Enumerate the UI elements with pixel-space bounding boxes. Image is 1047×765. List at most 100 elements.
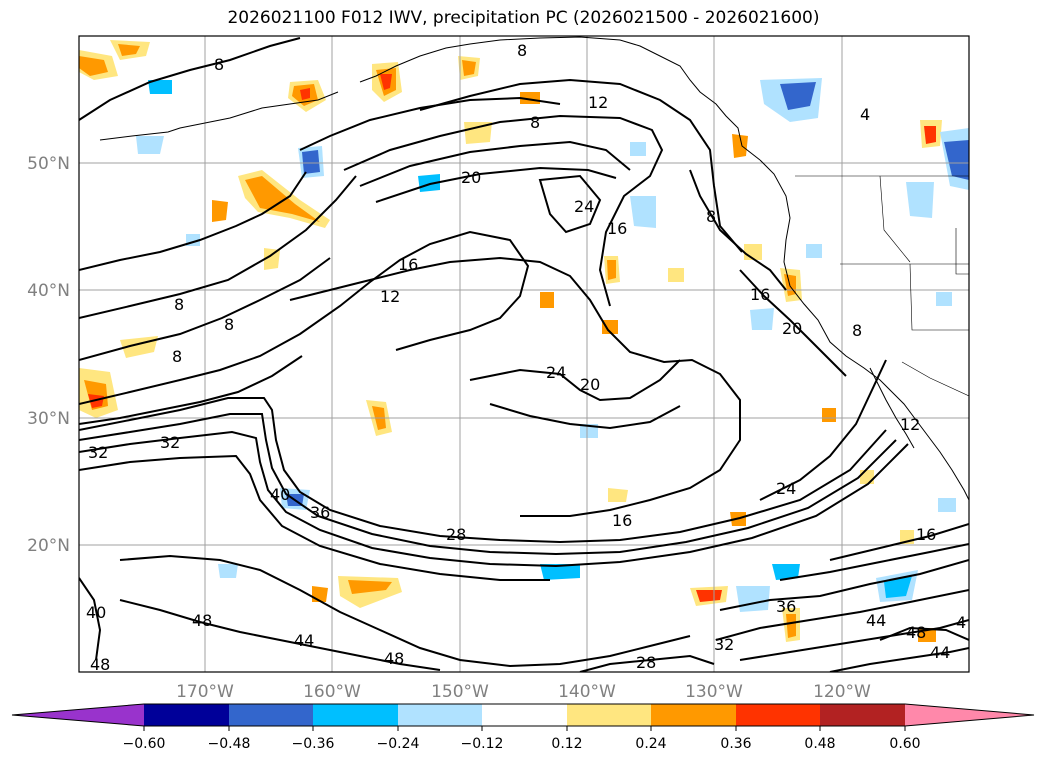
contour-44-southeast [829, 647, 969, 672]
precip-patch [630, 142, 646, 156]
precip-patch [136, 136, 164, 154]
contour-label: 24 [546, 363, 566, 382]
contour-label: 8 [224, 315, 234, 334]
contour-32-band2 [79, 413, 897, 556]
contour-32-southeast [715, 589, 969, 641]
contour-16-east [739, 269, 847, 377]
colorbar-tick-label: −0.60 [123, 736, 166, 752]
precip-patch [906, 182, 934, 218]
colorbar-bin [313, 704, 398, 726]
colorbar-tick-label: −0.48 [208, 736, 251, 752]
contour-24-center [469, 359, 681, 402]
contour-label: 12 [380, 287, 400, 306]
colorbar: −0.60 −0.48 −0.36 −0.24 −0.12 0.12 0.24 … [11, 703, 1035, 752]
contour-label: 20 [580, 375, 600, 394]
precip-patch [312, 586, 328, 602]
precip-patch [602, 320, 618, 334]
colorbar-tick-label: 0.48 [804, 736, 835, 752]
contour-28-southeast [719, 559, 969, 611]
precip-patch [750, 308, 774, 330]
colorbar-tick-label: 0.12 [551, 736, 582, 752]
precip-patch [540, 564, 580, 580]
precip-patch [936, 292, 952, 306]
precip-patch [944, 140, 969, 180]
precip-patch [608, 488, 628, 502]
contour-label: 8 [174, 295, 184, 314]
colorbar-bin [229, 704, 313, 726]
precip-patch [462, 60, 476, 76]
contour-label: 32 [88, 443, 108, 462]
lat-label-40n: 40°N [27, 281, 70, 301]
contour-label: 16 [607, 219, 627, 238]
colorbar-extend-high [905, 704, 1034, 726]
contour-label: 48 [90, 655, 110, 674]
colorbar-bin [736, 704, 820, 726]
lon-label-140w: 140°W [558, 682, 616, 702]
contour-12-east [689, 169, 787, 291]
contour-label: 28 [446, 525, 466, 544]
precip-patch [302, 150, 320, 174]
contour-label: 24 [574, 197, 594, 216]
contour-label: 20 [461, 168, 481, 187]
north-america-coast [759, 159, 969, 501]
precip-patch [772, 564, 800, 580]
contour-label: 16 [916, 525, 936, 544]
contour-label: 16 [398, 255, 418, 274]
colorbar-bin [651, 704, 736, 726]
precip-patch [464, 122, 492, 144]
map-area[interactable] [79, 36, 969, 672]
contour-16-southeast [829, 523, 969, 561]
contour-48-east [879, 626, 969, 641]
precip-patch [348, 580, 392, 594]
contour-40-band [79, 454, 550, 581]
colorbar-tick-label: 0.24 [635, 736, 666, 752]
contour-label: 48 [192, 611, 212, 630]
precip-patch [780, 82, 816, 110]
colorbar-extend-low [12, 704, 144, 726]
precip-patch [860, 470, 874, 484]
precip-patch [630, 196, 656, 228]
contour-28-west [79, 230, 530, 405]
contour-label: 36 [310, 503, 330, 522]
contour-label: 8 [852, 321, 862, 340]
contour-20-west [79, 175, 357, 319]
precip-patch [822, 408, 836, 422]
coastlines [99, 36, 969, 501]
contour-24-west [79, 257, 331, 361]
graticule [79, 36, 969, 672]
contour-label: 44 [866, 611, 886, 630]
precip-patch [79, 56, 108, 76]
precip-patches [79, 40, 969, 642]
lon-label-150w: 150°W [431, 682, 489, 702]
colorbar-bin [398, 704, 482, 726]
contour-label: 4 [956, 613, 966, 632]
contour-label: 20 [782, 319, 802, 338]
state-border-3 [909, 263, 969, 331]
contour-28-south [579, 654, 715, 672]
mexico-border [901, 361, 969, 397]
latitude-labels: 50°N 40°N 30°N 20°N [27, 154, 70, 556]
contour-40-southwest [79, 577, 102, 661]
map-frame [78, 35, 970, 673]
precip-patch [924, 126, 936, 144]
contour-label: 36 [776, 597, 796, 616]
lon-label-160w: 160°W [303, 682, 361, 702]
contour-label: 48 [906, 623, 926, 642]
contour-20-southeast [779, 543, 969, 581]
contour-20-center [489, 403, 681, 430]
colorbar-bin [144, 704, 229, 726]
contour-24 [538, 174, 602, 234]
precip-patch [884, 576, 912, 598]
precip-patch [786, 614, 796, 638]
precip-patch [938, 498, 956, 512]
contour-44-south [119, 554, 691, 668]
contour-label: 48 [384, 649, 404, 668]
contour-36-southeast [739, 619, 969, 661]
alaska-coast [359, 36, 761, 161]
precip-patch [300, 88, 310, 100]
contour-label: 24 [776, 479, 796, 498]
precip-patch [806, 244, 822, 258]
precip-patch [418, 174, 440, 192]
contour-32-band1 [79, 397, 887, 544]
